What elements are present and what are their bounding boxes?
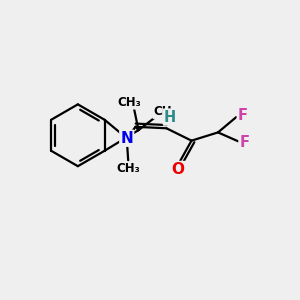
Text: N: N xyxy=(120,131,133,146)
Text: O: O xyxy=(172,162,184,177)
Text: CH₃: CH₃ xyxy=(153,105,177,119)
Text: F: F xyxy=(238,108,248,123)
Text: F: F xyxy=(239,135,250,150)
Text: H: H xyxy=(164,110,176,124)
Text: CH₃: CH₃ xyxy=(116,162,140,175)
Text: CH₃: CH₃ xyxy=(118,96,142,109)
